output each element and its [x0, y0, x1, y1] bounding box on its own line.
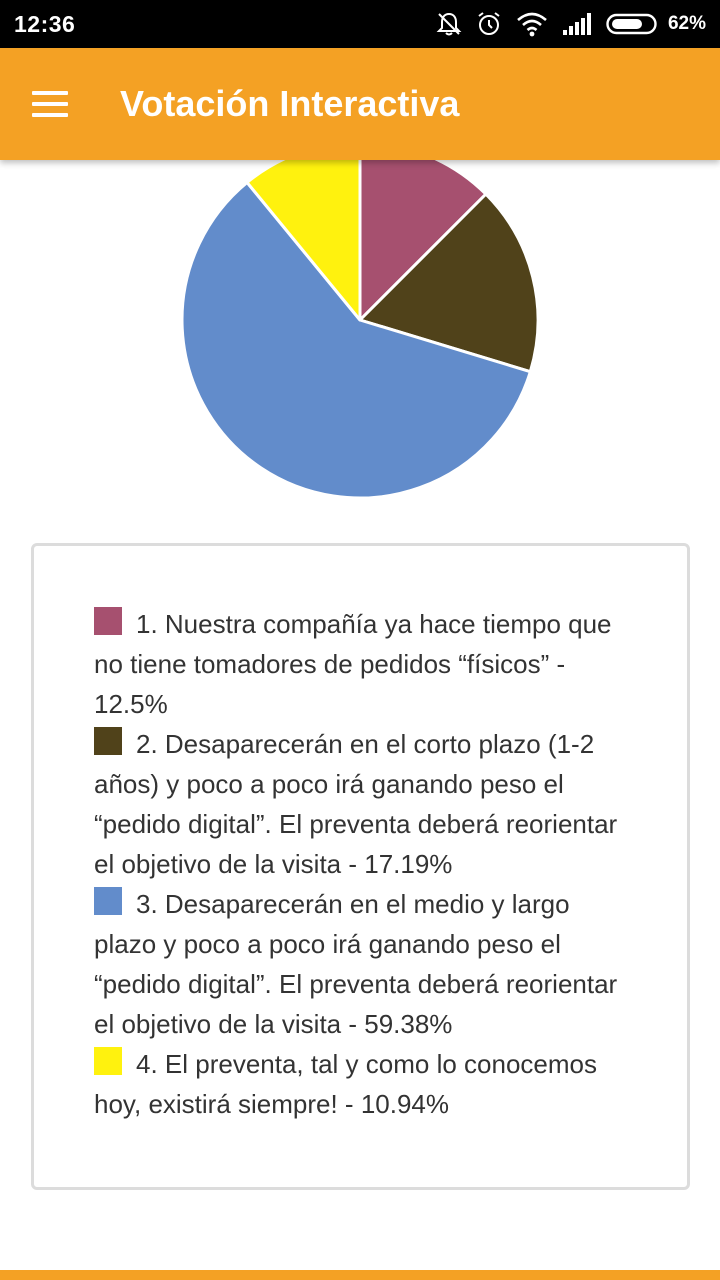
pie-chart	[180, 160, 540, 500]
legend-swatch-4	[94, 1047, 122, 1075]
legend-item-1: 1. Nuestra compañía ya hace tiempo que n…	[94, 604, 637, 724]
legend-swatch-1	[94, 607, 122, 635]
menu-line	[32, 91, 68, 95]
menu-line	[32, 113, 68, 117]
legend-label-4: 4. El preventa, tal y como lo conocemos …	[94, 1049, 598, 1119]
legend-item-4: 4. El preventa, tal y como lo conocemos …	[94, 1044, 637, 1124]
status-bar: 12:36	[0, 0, 720, 48]
hamburger-menu-icon[interactable]	[32, 80, 80, 128]
legend-card: 1. Nuestra compañía ya hace tiempo que n…	[31, 543, 690, 1190]
battery-percent: 62%	[667, 13, 706, 34]
status-icons: 62%	[436, 11, 706, 37]
notifications-off-icon	[436, 12, 462, 36]
legend-item-3: 3. Desaparecerán en el medio y largo pla…	[94, 884, 637, 1044]
legend-label-2: 2. Desaparecerán en el corto plazo (1-2 …	[94, 729, 618, 879]
legend-swatch-3	[94, 887, 122, 915]
app-bar: Votación Interactiva	[0, 48, 720, 160]
wifi-icon	[517, 12, 547, 37]
app-title: Votación Interactiva	[120, 83, 460, 124]
alarm-icon	[478, 12, 500, 35]
pie-slice-3[interactable]	[180, 180, 532, 500]
legend-swatch-2	[94, 727, 122, 755]
legend-label-3: 3. Desaparecerán en el medio y largo pla…	[94, 889, 618, 1039]
battery-status: 62%	[606, 12, 706, 36]
legend-item-2: 2. Desaparecerán en el corto plazo (1-2 …	[94, 724, 637, 884]
battery-icon	[606, 13, 657, 35]
status-time: 12:36	[14, 10, 76, 37]
pie-chart-area	[0, 160, 720, 520]
pie-slice-1[interactable]	[358, 160, 488, 322]
legend-label-1: 1. Nuestra compañía ya hace tiempo que n…	[94, 609, 612, 719]
menu-line	[32, 102, 68, 106]
pie-slice-2[interactable]	[358, 192, 540, 374]
pie-slice-4[interactable]	[245, 160, 362, 322]
bottom-accent-bar	[0, 1270, 720, 1280]
signal-icon	[562, 13, 591, 35]
